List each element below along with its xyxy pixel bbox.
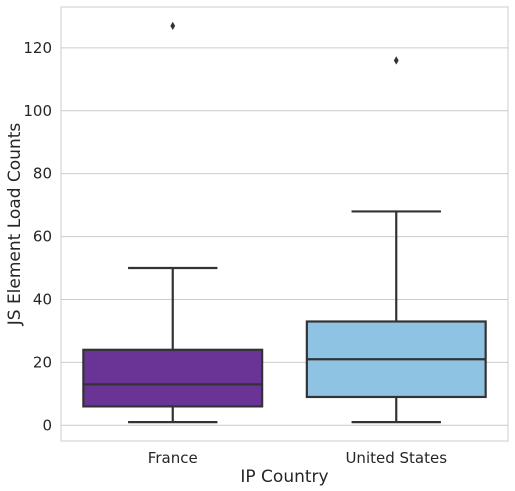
y-tick-label-20: 20 — [33, 353, 52, 371]
x-axis-label: IP Country — [240, 467, 328, 487]
box-france — [82, 348, 264, 408]
y-axis-label: JS Element Load Counts — [5, 123, 25, 327]
y-tick-label-100: 100 — [23, 102, 52, 120]
y-tick-label-60: 60 — [33, 228, 52, 246]
outlier-united-states-0 — [393, 56, 399, 65]
plot-frame — [60, 6, 509, 442]
x-tick-labels: France United States — [148, 449, 447, 467]
boxes — [82, 21, 487, 424]
y-tick-label-40: 40 — [33, 290, 52, 308]
y-tick-label-80: 80 — [33, 165, 52, 183]
outlier-france-0 — [170, 21, 176, 31]
y-tick-label-0: 0 — [42, 416, 52, 434]
y-tick-label-120: 120 — [23, 39, 52, 57]
x-tick-label-united-states: United States — [345, 449, 447, 467]
x-tick-label-france: France — [148, 449, 198, 467]
y-tick-labels: 0 20 40 60 80 100 120 — [23, 39, 52, 434]
